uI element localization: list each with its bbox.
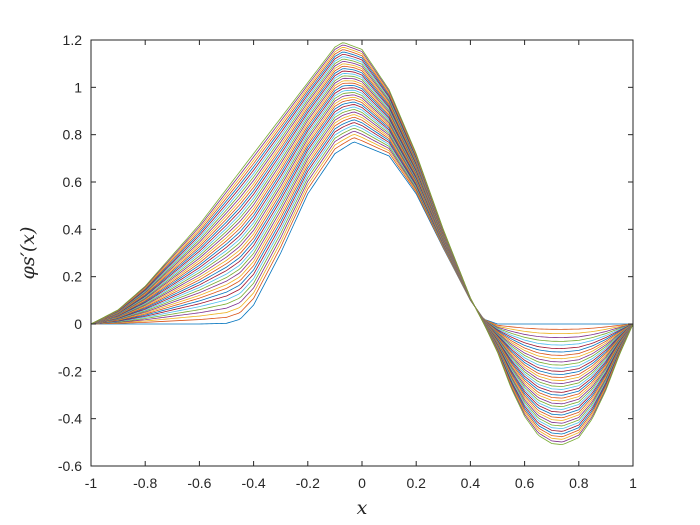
series-line-35 [90,54,634,432]
series-line-40 [90,42,634,445]
series-line-8 [90,119,634,353]
x-tick-label: 0.6 [515,475,535,491]
series-line-31 [90,63,634,421]
series-line-16 [90,99,634,378]
y-tick-label: -0.2 [58,363,82,379]
series-line-4 [90,130,634,339]
series-line-7 [90,122,634,349]
x-tick-label: -0.6 [187,475,211,491]
series-line-27 [90,73,634,410]
series-line-34 [90,56,634,430]
series-line-24 [90,80,634,402]
series-line-2 [90,137,634,330]
series-line-36 [90,51,634,435]
x-tick-label: -0.4 [242,475,266,491]
series-line-12 [90,109,634,366]
series-line-29 [90,68,634,416]
series-line-25 [90,77,634,405]
x-tick-label: 0 [358,475,366,491]
series-line-38 [90,47,634,440]
y-tick-label: 0.4 [63,221,83,237]
x-tick-label: -0.8 [133,475,157,491]
x-tick-label: 0.4 [461,475,481,491]
y-tick-label: 1 [74,79,82,95]
series-layer [90,42,634,445]
series-line-15 [90,101,634,375]
series-line-28 [90,70,634,413]
series-line-17 [90,96,634,381]
series-line-30 [90,65,634,419]
y-tick-label: 0.2 [63,269,83,285]
y-tick-label: -0.6 [58,458,82,474]
series-line-33 [90,58,634,427]
series-line-23 [90,82,634,399]
series-line-10 [90,114,634,360]
series-line-21 [90,87,634,393]
y-tick-label: 0.8 [63,127,83,143]
series-line-37 [90,49,634,438]
x-tick-label: -0.2 [296,475,320,491]
x-tick-label: 1 [629,475,637,491]
series-line-18 [90,94,634,384]
x-tick-label: -1 [85,475,98,491]
y-tick-label: -0.4 [58,411,82,427]
series-line-19 [90,92,634,387]
series-line-22 [90,85,634,396]
series-line-13 [90,106,634,369]
x-tick-label: 0.2 [406,475,426,491]
y-tick-label: 0 [74,316,82,332]
x-axis-label: x [357,497,368,519]
x-tick-label: 0.8 [569,475,589,491]
series-line-26 [90,75,634,408]
series-line-9 [90,116,634,356]
series-line-20 [90,89,634,390]
tick-layer: -1 -0.8 -0.6 -0.4 -0.2 0 0.2 0.4 0.6 0.8 1 -0.6 -0.4… [58,32,637,491]
y-axis-label: φs′(x) [17,227,39,280]
series-line-1 [91,141,633,325]
series-line-14 [90,104,634,372]
series-line-6 [90,125,634,346]
y-tick-label: 1.2 [63,32,83,48]
series-line-11 [90,111,634,363]
series-line-39 [90,44,634,443]
series-line-3 [90,134,634,335]
series-line-32 [90,61,634,424]
y-tick-label: 0.6 [63,174,83,190]
series-line-5 [90,127,634,342]
